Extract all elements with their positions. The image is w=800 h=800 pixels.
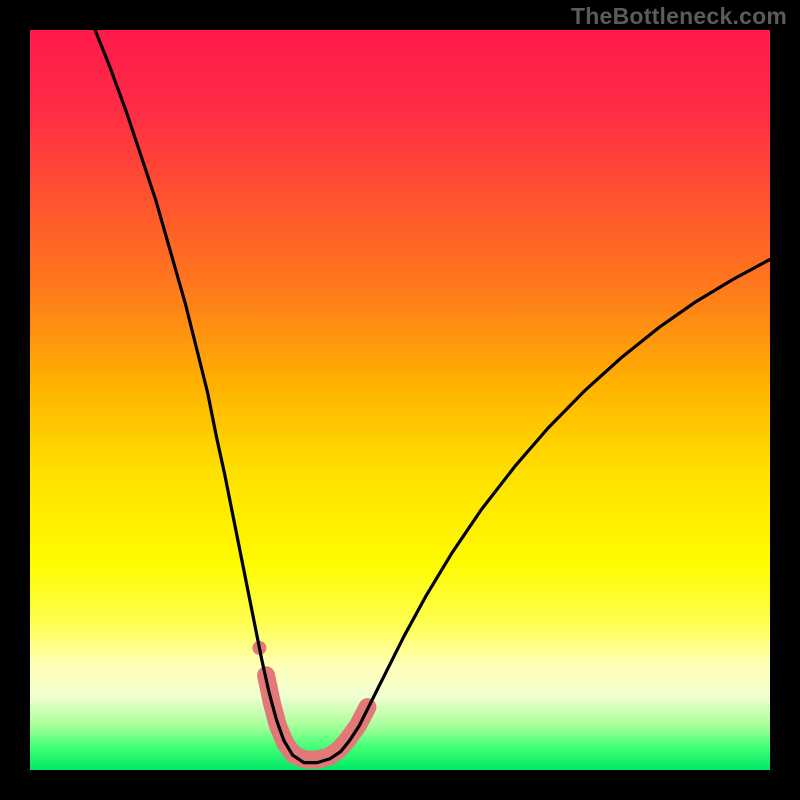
watermark-text: TheBottleneck.com: [571, 3, 787, 30]
chart-background: [30, 30, 770, 770]
chart-panel: [30, 30, 770, 770]
bottleneck-curve-chart: [30, 30, 770, 770]
